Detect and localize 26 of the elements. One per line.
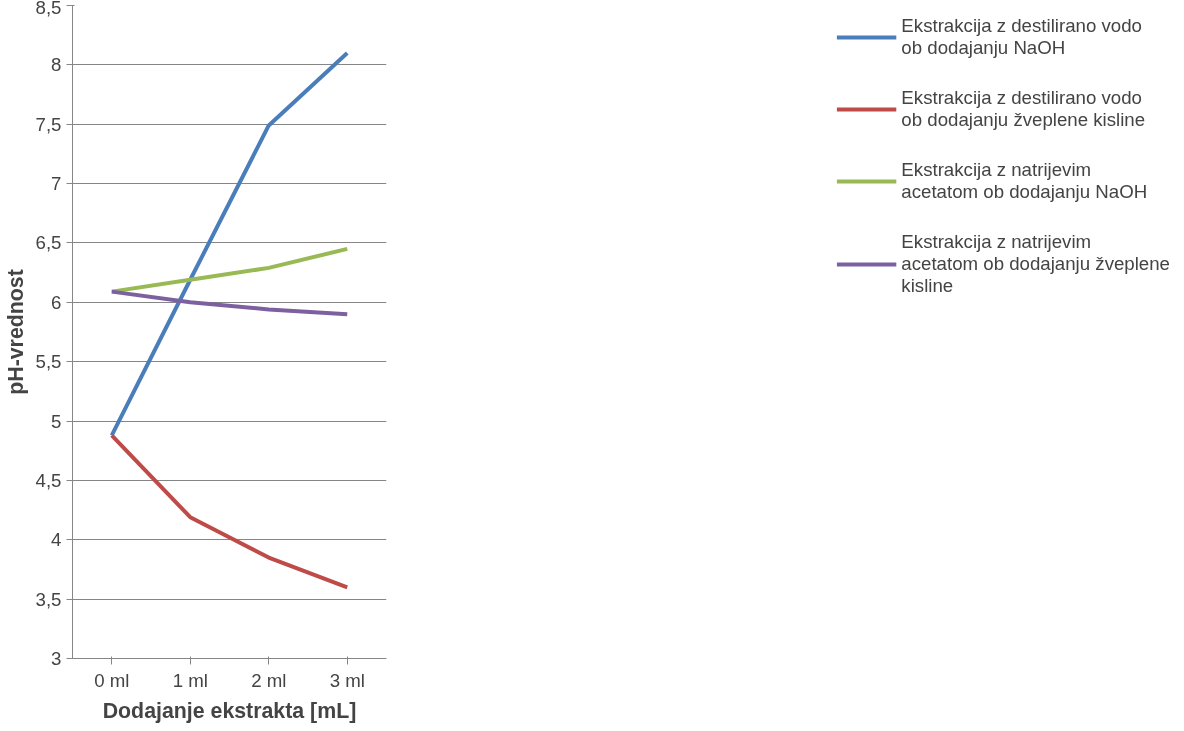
line-series xyxy=(109,50,350,438)
legend-label: Ekstrakcija z destilirano vodo ob dodajanju NaOH xyxy=(901,15,1142,59)
line-series xyxy=(109,433,350,590)
y-tick-label: 3,5 xyxy=(35,588,62,610)
y-tick-label: 3 xyxy=(51,648,62,669)
y-tick-label: 7,5 xyxy=(35,113,62,135)
y-tick-label: 8,5 xyxy=(35,0,62,18)
y-tick-label: 8 xyxy=(51,54,62,76)
legend-label: Ekstrakcija z natrijevim acetatom ob dodajanju NaOH xyxy=(901,159,1148,203)
y-tick-label: 5,5 xyxy=(35,351,62,373)
x-tick-label: 3 ml xyxy=(329,669,365,691)
x-tick-label: 1 ml xyxy=(172,669,208,691)
line-series xyxy=(109,246,350,294)
x-axis-title: Dodajanje ekstrakta [mL] xyxy=(102,698,357,723)
legend-label: Ekstrakcija z natrijevim acetatom ob dodajanju žveplene kisline xyxy=(901,231,1170,297)
y-tick-label: 5 xyxy=(51,410,62,432)
y-tick-label: 6,5 xyxy=(35,232,62,254)
y-axis-title: pH-vrednost xyxy=(3,269,28,395)
y-tick-label: 4,5 xyxy=(35,469,62,491)
legend-label: Ekstrakcija z destilirano vodo ob dodajanju žveplene kisline xyxy=(901,87,1146,131)
y-tick-label: 6 xyxy=(51,291,62,313)
line-series xyxy=(109,289,350,317)
y-tick-label: 7 xyxy=(51,173,62,195)
x-tick-label: 0 ml xyxy=(94,669,130,691)
x-tick-label: 2 ml xyxy=(251,669,287,691)
y-tick-label: 4 xyxy=(51,529,62,551)
